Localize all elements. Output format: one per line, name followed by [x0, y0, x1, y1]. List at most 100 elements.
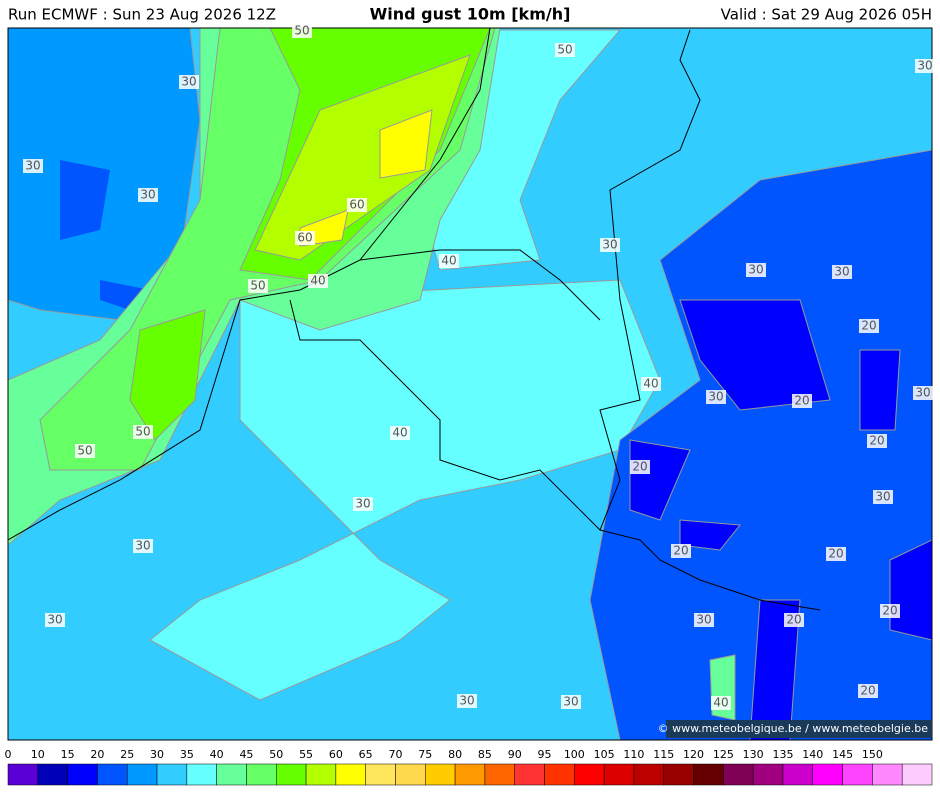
contour-label: 30 [834, 265, 849, 279]
contour-label: 20 [673, 544, 688, 558]
contour-label: 20 [861, 319, 876, 333]
color-swatch [305, 763, 337, 786]
color-swatch [872, 763, 903, 786]
legend-tick-label: 55 [299, 748, 313, 761]
legend-tick-label: 20 [90, 748, 104, 761]
contour-label: 30 [748, 263, 763, 277]
legend-tick-label: 115 [653, 748, 674, 761]
color-swatch [7, 763, 39, 786]
legend-tick-label: 80 [448, 748, 462, 761]
contour-label: 30 [47, 613, 62, 627]
contour-label-bg [439, 254, 459, 268]
credit: © www.meteobelgique.be / www.meteobelgie… [658, 722, 929, 735]
contour-label: 40 [643, 377, 658, 391]
legend-tick-label: 40 [210, 748, 224, 761]
legend-tick-label: 65 [359, 748, 373, 761]
contour-label: 40 [441, 254, 456, 268]
legend-tick-label: 140 [802, 748, 823, 761]
legend-tick-label: 85 [478, 748, 492, 761]
contour-label: 60 [349, 198, 364, 212]
contour-label: 30 [917, 59, 932, 73]
contour-label-bg [23, 159, 43, 173]
contour-label-bg [784, 613, 804, 627]
color-swatch [156, 763, 188, 786]
contour-label-bg [880, 604, 900, 618]
color-swatch [812, 763, 843, 786]
legend-tick-label: 125 [713, 748, 734, 761]
valid-info: Valid : Sat 29 Aug 2026 05H [721, 6, 932, 24]
legend-tick-label: 105 [594, 748, 615, 761]
color-swatch [335, 763, 366, 786]
legend-tick-label: 30 [150, 748, 164, 761]
contour-label-bg [746, 263, 766, 277]
contour-label: 30 [459, 694, 474, 708]
contour-label-bg [457, 694, 477, 708]
contour-label-bg [600, 238, 620, 252]
contour-label-bg [133, 539, 153, 553]
contour-label: 20 [882, 604, 897, 618]
legend-tick-label: 110 [623, 748, 644, 761]
legend-tick-label: 120 [683, 748, 704, 761]
contour-label: 50 [557, 43, 572, 57]
legend-tick-label: 15 [61, 748, 75, 761]
contour-label-bg [353, 497, 373, 511]
contour-label: 40 [310, 274, 325, 288]
color-swatch [454, 763, 486, 786]
contour-label-bg [832, 265, 852, 279]
map [8, 28, 932, 740]
contour-label: 30 [563, 695, 578, 709]
color-swatch [484, 763, 515, 786]
contour-label: 30 [140, 188, 155, 202]
contour-label: 30 [135, 539, 150, 553]
color-swatch [514, 763, 545, 786]
contour-label-bg [859, 319, 879, 333]
legend-tick-label: 45 [239, 748, 253, 761]
contour-label-bg [561, 695, 581, 709]
contour-label: 30 [696, 613, 711, 627]
color-swatch [37, 763, 68, 786]
color-swatch [395, 763, 426, 786]
contour-label-bg [138, 188, 158, 202]
color-swatch [246, 763, 277, 786]
contour-label-bg [295, 231, 315, 245]
contour-label-bg [75, 444, 95, 458]
color-swatch [663, 763, 694, 786]
contour-label-bg [292, 24, 312, 38]
contour-label-bg [347, 198, 367, 212]
contour-label: 30 [25, 159, 40, 173]
contour-label-bg [826, 547, 846, 561]
legend-tick-label: 50 [269, 748, 283, 761]
contour-label: 30 [355, 497, 370, 511]
map-frame [7, 27, 933, 741]
legend-tick-label: 60 [329, 748, 343, 761]
contour-label-bg [913, 386, 933, 400]
color-swatch [603, 763, 635, 786]
contour-label: 40 [392, 426, 407, 440]
contour-label: 50 [250, 279, 265, 293]
contour-label-bg [711, 696, 731, 710]
contour-label: 20 [869, 434, 884, 448]
contour-label-bg [179, 75, 199, 89]
contour-label-bg [873, 490, 893, 504]
contour-label-bg [248, 279, 268, 293]
contour-label-bg [915, 59, 935, 73]
color-swatch [693, 763, 724, 786]
contour-label: 50 [294, 24, 309, 38]
legend-tick-label: 10 [31, 748, 45, 761]
contour-label-bg [390, 426, 410, 440]
legend: 0 10 15 20 25 30 35 40 45 50 55 60 65 70 75 80 85 90 95 100… [5, 748, 933, 786]
color-swatch [276, 763, 307, 786]
contour-label: 50 [135, 425, 150, 439]
legend-tick-label: 70 [388, 748, 402, 761]
contour-label: 30 [915, 386, 930, 400]
color-swatch [901, 763, 933, 786]
color-swatch [782, 763, 814, 786]
contour-label-bg [867, 434, 887, 448]
contour-label-bg [45, 613, 65, 627]
legend-tick-label: 100 [564, 748, 585, 761]
contour-label: 50 [77, 444, 92, 458]
color-swatch [365, 763, 396, 786]
contour-label-bg [858, 684, 878, 698]
contour-label-bg [641, 377, 661, 391]
